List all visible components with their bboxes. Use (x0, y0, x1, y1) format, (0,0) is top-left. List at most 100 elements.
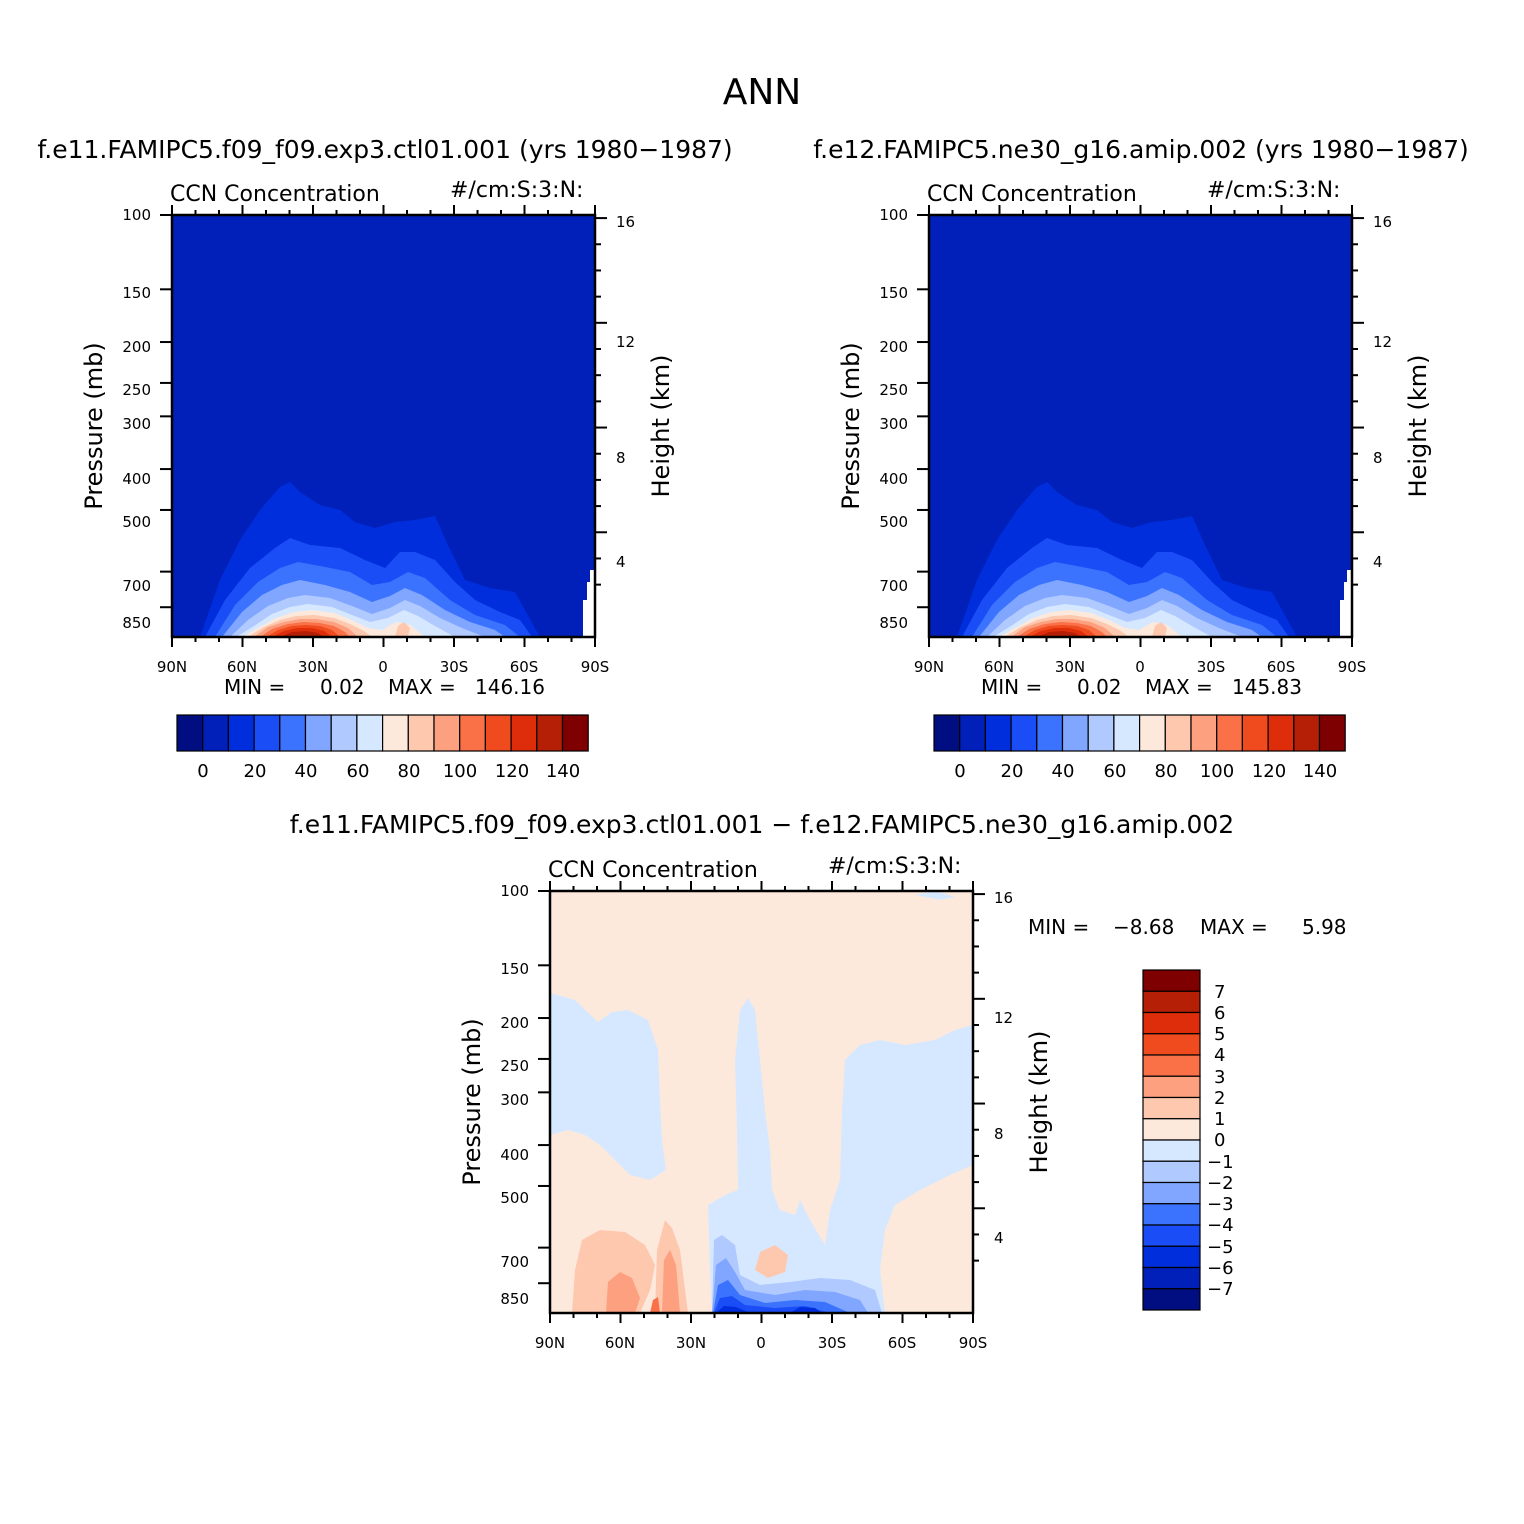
colorbar-box (1061, 714, 1089, 752)
colorbar-label: 40 (295, 761, 318, 782)
right-tick-labels: 16 12 8 4 (994, 889, 1013, 1247)
missing-data-mask (1340, 570, 1352, 637)
contour-band-blue (790, 1307, 822, 1313)
y-axis-label-right: Height (km) (1025, 1031, 1053, 1174)
colorbar-box (330, 714, 358, 752)
min-label: MIN = (224, 675, 285, 699)
axis-ticks (160, 205, 607, 647)
max-label: MAX = (1200, 915, 1268, 939)
min-label: MIN = (1028, 915, 1089, 939)
colorbar-labels: 0 20 40 60 80 100 120 140 (197, 761, 580, 782)
colorbar-box (459, 714, 487, 752)
y-tick-label: 150 (500, 960, 529, 978)
y-tick-label: 250 (879, 381, 908, 399)
x-tick-label: 30N (298, 658, 328, 676)
contour-band-orange (650, 1297, 660, 1313)
panel-title: f.e11.FAMIPC5.f09_f09.exp3.ctl01.001 (yr… (37, 135, 732, 164)
colorbar-box (1142, 1054, 1201, 1077)
colorbar-box (279, 714, 307, 752)
y-tick-label: 150 (122, 284, 151, 302)
x-tick-label: 60S (888, 1334, 917, 1352)
colorbar-label: 7 (1214, 982, 1225, 1003)
min-value: 0.02 (320, 675, 365, 699)
min-max-readout: MIN = 0.02 MAX = 146.16 (224, 675, 545, 699)
min-value: 0.02 (1077, 675, 1122, 699)
colorbar-label: 0 (1214, 1130, 1225, 1151)
height-tick-label: 8 (994, 1125, 1004, 1143)
x-tick-label: 90S (1338, 658, 1367, 676)
max-value: 5.98 (1302, 915, 1347, 939)
colorbar-box (1138, 714, 1166, 752)
y-tick-label: 200 (122, 338, 151, 356)
colorbar-box (536, 714, 564, 752)
colorbar-boxes (933, 714, 1346, 752)
right-string: #/cm:S:3:N: (1207, 178, 1340, 203)
colorbar-label: 80 (1155, 761, 1178, 782)
figure-title: ANN (723, 72, 802, 113)
y-axis-label-right: Height (km) (1404, 355, 1432, 498)
contour-band-blue (716, 1306, 750, 1313)
contour-band-13 (280, 631, 324, 637)
y-tick-label: 300 (879, 415, 908, 433)
colorbar-label: 60 (347, 761, 370, 782)
max-value: 145.83 (1232, 675, 1302, 699)
colorbar-box (1142, 1181, 1201, 1205)
colorbar-box (1142, 969, 1201, 992)
y-tick-label: 400 (500, 1146, 529, 1164)
x-tick-label: 0 (378, 658, 388, 676)
y-tick-label: 300 (500, 1091, 529, 1109)
height-tick-label: 12 (994, 1009, 1013, 1027)
x-tick-label: 60N (227, 658, 257, 676)
colorbar-box (1142, 1033, 1201, 1056)
axes-frame (538, 881, 985, 1323)
colorbar-box (1142, 1245, 1201, 1269)
x-tick-label: 60N (984, 658, 1014, 676)
colorbar-box (176, 714, 204, 752)
colorbar-label: −2 (1207, 1173, 1234, 1194)
y-tick-label: 850 (879, 614, 908, 632)
height-tick-label: 8 (616, 449, 626, 467)
x-tick-label: 90N (535, 1334, 565, 1352)
colorbar-box (959, 714, 987, 752)
contour-band-14 (1152, 622, 1167, 637)
axes-frame (917, 205, 1364, 647)
contour-field (929, 215, 1352, 637)
colorbar-box (1142, 1118, 1201, 1141)
panel-top-right: f.e12.FAMIPC5.ne30_g16.amip.002 (yrs 198… (813, 135, 1469, 782)
y-tick-label: 250 (500, 1057, 529, 1075)
colorbar-box (304, 714, 332, 752)
colorbar-box (1142, 1224, 1201, 1247)
colorbar-box (227, 714, 255, 752)
x-tick-label: 90N (914, 658, 944, 676)
x-tick-label: 0 (1135, 658, 1145, 676)
right-string: #/cm:S:3:N: (828, 854, 961, 879)
height-tick-label: 16 (994, 889, 1013, 907)
colorbar-box (1318, 714, 1346, 752)
colorbar-label: 5 (1214, 1024, 1225, 1045)
axes-frame (160, 205, 607, 647)
panel-title: f.e12.FAMIPC5.ne30_g16.amip.002 (yrs 198… (813, 135, 1469, 164)
height-tick-label: 4 (1373, 553, 1383, 571)
y-tick-label: 100 (122, 206, 151, 224)
colorbar-label: 120 (1252, 761, 1286, 782)
y-tick-label: 100 (500, 882, 529, 900)
colorbar-label: −5 (1207, 1237, 1234, 1258)
colorbar-box (253, 714, 281, 752)
y-tick-label: 700 (500, 1253, 529, 1271)
colorbar-boxes (1142, 969, 1201, 1311)
colorbar-box (1142, 1288, 1201, 1311)
contour-band-salmon (606, 1272, 640, 1313)
y-tick-label: 500 (879, 513, 908, 531)
colorbar-box (1164, 714, 1192, 752)
colorbar-box (1241, 714, 1269, 752)
colorbar-label: −3 (1207, 1194, 1234, 1215)
y-tick-label: 700 (122, 577, 151, 595)
right-string: #/cm:S:3:N: (450, 178, 583, 203)
contour-band-salmon (662, 1250, 680, 1313)
colorbar-box (1293, 714, 1321, 752)
colorbar-label: 0 (954, 761, 965, 782)
colorbar-box (382, 714, 409, 752)
y-tick-label: 500 (122, 513, 151, 531)
y-tick-label: 250 (122, 381, 151, 399)
y-tick-label: 400 (122, 470, 151, 488)
